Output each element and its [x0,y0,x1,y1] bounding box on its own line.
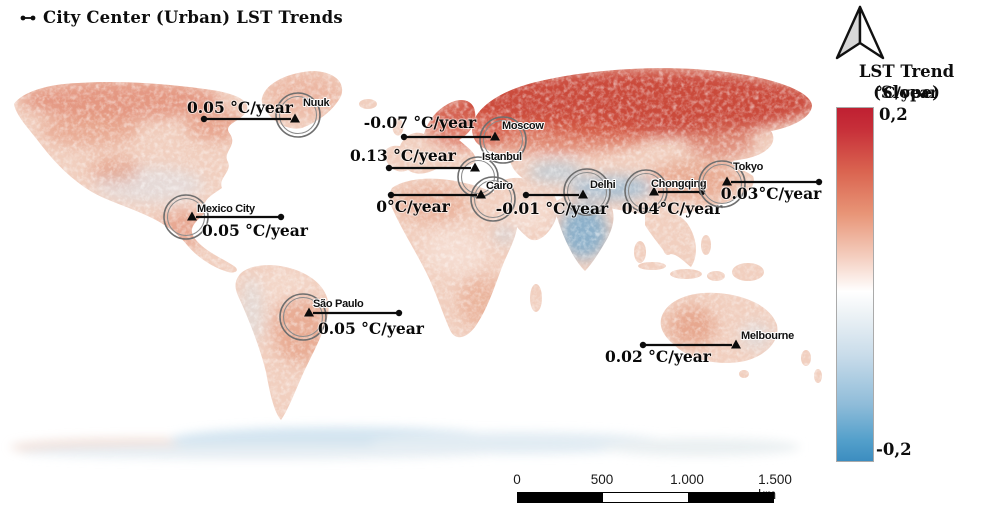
colorbar-gradient [836,107,874,462]
colorbar-min-label: -0,2 [876,440,912,459]
scale-tick-label: 500 [590,472,614,487]
city-highlight-circle-inner [282,296,324,338]
trend-value-label: -0.01 °C/year [496,199,609,218]
trend-value-label: 0.05 °C/year [318,319,425,338]
north-arrow-icon [835,5,885,60]
city-annotation-melbourne: Melbourne 0.02 °C/year [604,329,795,367]
city-marker-triangle [722,176,732,186]
trend-value-label: 0°C/year [376,197,450,216]
scale-segment [688,493,773,502]
scale-segment [518,493,603,502]
colorbar-max-label: 0,2 [879,105,908,124]
trend-value-label: 0.04°C/year [622,199,723,218]
city-annotation-moscow: Moscow -0.07 °C/year [363,112,546,164]
city-annotation-istanbul: Istanbul 0.13 °C/year [349,145,523,198]
city-annotation-sao-paulo: São Paulo 0.05 °C/year [279,293,426,341]
city-name-label: Chongqing [651,178,706,190]
city-annotation-delhi: Delhi -0.01 °C/year [495,168,617,219]
city-marker-triangle [304,307,314,317]
city-name-label: Nuuk [303,97,330,109]
line-end-dot [639,341,647,349]
city-marker-triangle [290,113,300,123]
legend-label: City Center (Urban) LST Trends [43,8,343,27]
colorbar-unit: °C/year [875,83,938,102]
trend-value-label: 0.03°C/year [721,184,822,203]
city-highlight-circle [479,116,527,164]
colorbar-title: LST Trend (Slope) [858,62,955,102]
city-highlight-circle [279,293,327,341]
city-name-label: Tokyo [733,161,764,173]
trend-value-label: 0.05 °C/year [187,98,294,117]
city-highlight-circle [698,160,746,208]
city-marker-triangle [490,131,500,141]
scale-bar: 0 500 1.000 1.500 km [513,472,792,506]
city-name-label: Istanbul [482,151,522,163]
city-marker-triangle [649,186,659,196]
trend-value-label: 0.05 °C/year [202,221,309,240]
map-noise-texture [8,58,838,428]
city-highlight-circle [563,168,611,216]
map-legend: City Center (Urban) LST Trends [20,8,343,27]
city-marker-triangle [731,339,741,349]
city-marker-triangle [476,189,486,199]
antarctica [10,427,800,459]
city-highlight-circle [470,176,516,222]
city-highlight-circle-inner [701,163,743,205]
city-name-label: Cairo [486,180,513,192]
city-highlight-circle-inner [473,179,513,219]
city-marker-triangle [578,189,588,199]
line-end-dot [400,133,408,141]
line-end-dot [387,191,395,199]
scale-bar-segments [517,492,774,503]
scale-segment [603,493,688,502]
city-annotation-tokyo: Tokyo 0.03°C/year [698,160,823,208]
scale-tick-label: 1.000 [670,472,704,487]
city-annotation-cairo: Cairo 0°C/year [375,176,516,222]
city-highlight-circle-inner [566,171,608,213]
line-end-dot [522,191,530,199]
city-name-label: São Paulo [313,298,364,310]
city-name-label: Mexico City [197,203,256,215]
city-name-label: Melbourne [741,330,794,342]
trend-value-label: 0.13 °C/year [350,146,457,165]
line-end-dot [815,178,823,186]
city-annotation-nuuk: Nuuk 0.05 °C/year [186,92,332,138]
city-annotation-chongqing: Chongqing 0.04°C/year [621,169,724,219]
line-end-dot [385,164,393,172]
line-end-dot [277,213,285,221]
trend-value-label: 0.02 °C/year [605,347,712,366]
line-end-dot [200,115,208,123]
city-highlight-circle-inner [278,95,318,135]
city-highlight-circle-inner [482,119,524,161]
city-marker-triangle [187,211,197,221]
lst-trend-raster-patches [8,58,838,428]
dumbbell-line-icon [20,15,36,20]
line-end-dot [395,309,403,317]
city-highlight-circle [275,92,321,138]
city-marker-triangle [470,162,480,172]
city-annotation-mexico-city: Mexico City 0.05 °C/year [163,194,310,241]
city-name-label: Moscow [502,120,544,132]
city-name-label: Delhi [590,179,616,191]
trend-value-label: -0.07 °C/year [364,113,477,132]
scale-tick-label: 0 [513,472,521,487]
